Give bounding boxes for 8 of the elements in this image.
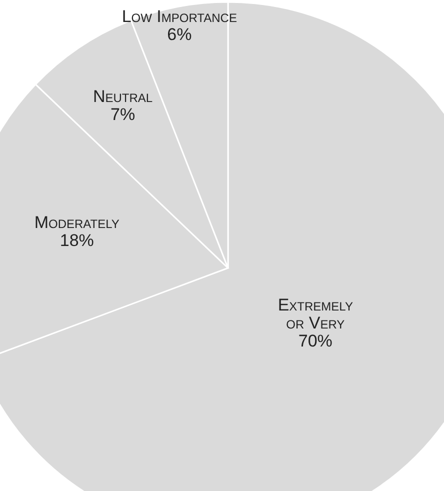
- slice-label: Low Importance: [122, 7, 237, 26]
- data-label: 7%: [110, 105, 136, 124]
- data-label: 70%: [298, 332, 332, 351]
- slice-label: Moderately: [34, 213, 120, 232]
- data-label: 18%: [60, 231, 94, 250]
- slice-label: Neutral: [92, 87, 153, 106]
- slice-label: Extremely or Very: [278, 296, 353, 333]
- data-label: 6%: [167, 25, 192, 44]
